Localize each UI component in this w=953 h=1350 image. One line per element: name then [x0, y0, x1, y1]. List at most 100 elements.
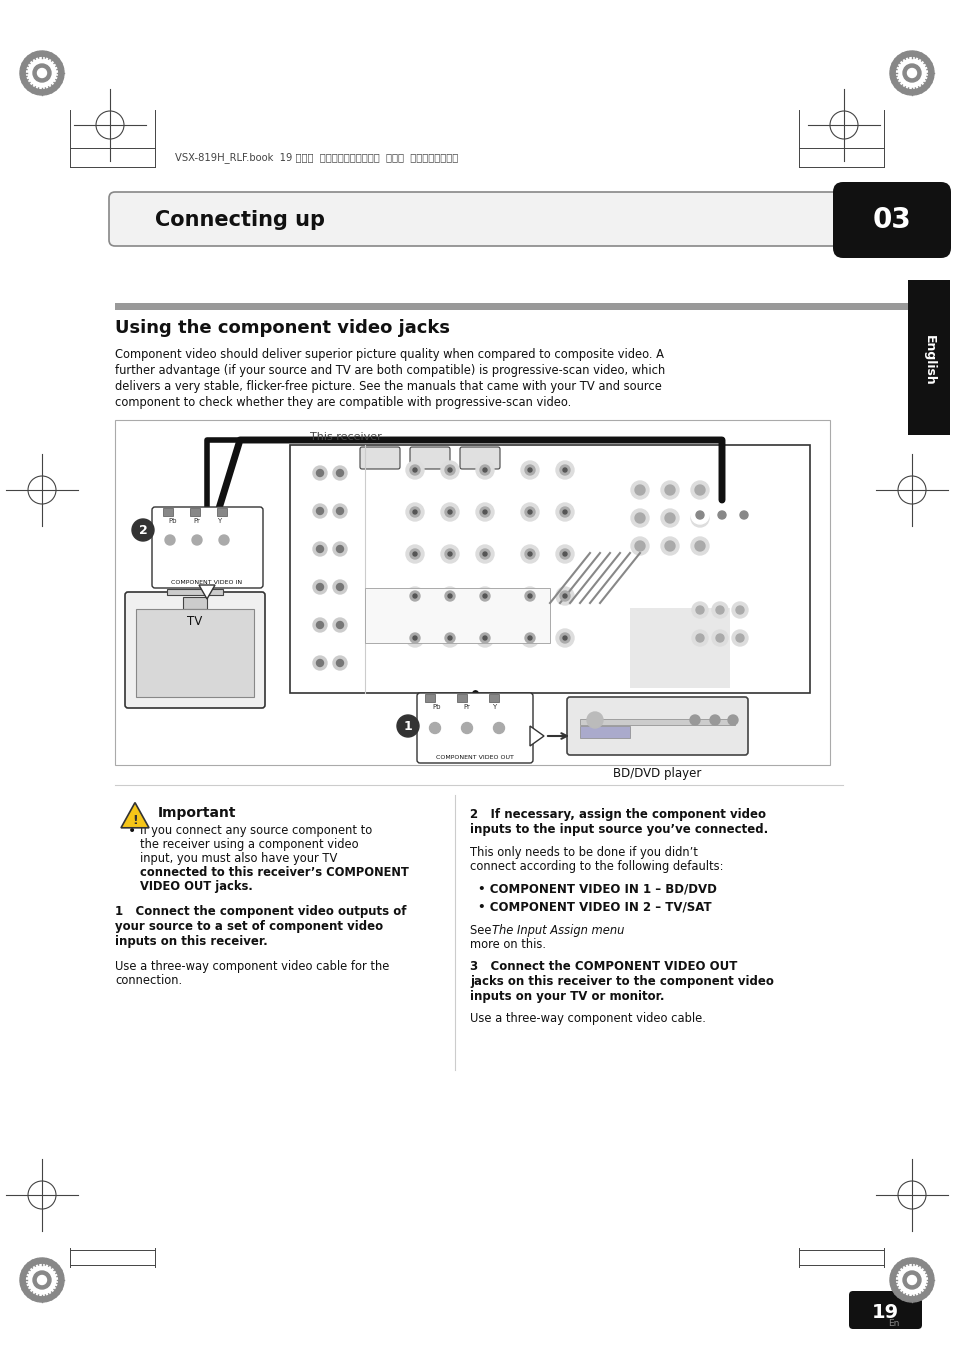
Circle shape — [527, 636, 532, 640]
Text: The Input Assign menu: The Input Assign menu — [492, 923, 623, 937]
Circle shape — [712, 506, 730, 524]
Bar — [579, 720, 734, 725]
Circle shape — [664, 541, 675, 551]
Circle shape — [444, 591, 455, 601]
Text: English: English — [922, 335, 935, 385]
Circle shape — [906, 69, 916, 77]
Circle shape — [740, 512, 747, 518]
Circle shape — [727, 716, 738, 725]
Circle shape — [429, 722, 440, 733]
Circle shape — [410, 508, 419, 517]
Text: •: • — [128, 824, 136, 838]
Circle shape — [718, 512, 725, 518]
Circle shape — [333, 466, 347, 481]
Bar — [579, 726, 629, 738]
Circle shape — [735, 606, 743, 614]
Text: Use a three-way component video cable.: Use a three-way component video cable. — [470, 1012, 705, 1025]
Text: more on this.: more on this. — [470, 938, 545, 950]
Circle shape — [488, 717, 510, 738]
Circle shape — [444, 464, 455, 475]
Text: See: See — [470, 923, 495, 937]
Circle shape — [336, 621, 343, 629]
Bar — [115, 420, 829, 765]
Circle shape — [20, 1258, 64, 1301]
Circle shape — [396, 716, 418, 737]
Circle shape — [160, 531, 180, 549]
Bar — [907, 279, 949, 435]
Circle shape — [165, 535, 174, 545]
Circle shape — [313, 466, 327, 481]
Circle shape — [333, 618, 347, 632]
Text: 19: 19 — [871, 1304, 898, 1323]
Circle shape — [482, 552, 486, 556]
Text: 2: 2 — [138, 524, 147, 536]
Circle shape — [444, 633, 455, 643]
FancyBboxPatch shape — [109, 192, 848, 246]
Circle shape — [413, 510, 416, 514]
Circle shape — [410, 633, 419, 643]
FancyBboxPatch shape — [459, 447, 499, 468]
Circle shape — [336, 583, 343, 590]
Text: 2   If necessary, assign the component video: 2 If necessary, assign the component vid… — [470, 809, 765, 821]
Circle shape — [520, 629, 538, 647]
Circle shape — [493, 722, 504, 733]
FancyBboxPatch shape — [832, 182, 950, 258]
Text: Pr: Pr — [462, 703, 470, 710]
Circle shape — [889, 51, 933, 94]
Circle shape — [664, 513, 675, 522]
Circle shape — [333, 656, 347, 670]
Circle shape — [556, 587, 574, 605]
Text: Using the component video jacks: Using the component video jacks — [115, 319, 450, 338]
Circle shape — [316, 621, 323, 629]
Text: your source to a set of component video: your source to a set of component video — [115, 919, 383, 933]
Circle shape — [336, 545, 343, 552]
Text: jacks on this receiver to the component video: jacks on this receiver to the component … — [470, 975, 773, 988]
Circle shape — [660, 481, 679, 500]
Text: Pb: Pb — [432, 703, 440, 710]
Text: COMPONENT VIDEO OUT: COMPONENT VIDEO OUT — [436, 755, 514, 760]
Circle shape — [690, 537, 708, 555]
Circle shape — [479, 549, 490, 559]
FancyBboxPatch shape — [416, 693, 533, 763]
Circle shape — [630, 481, 648, 500]
Circle shape — [696, 606, 703, 614]
Text: Connecting up: Connecting up — [154, 211, 325, 230]
Circle shape — [187, 531, 207, 549]
Circle shape — [479, 508, 490, 517]
Circle shape — [716, 606, 723, 614]
Circle shape — [711, 630, 727, 647]
Circle shape — [192, 535, 202, 545]
Text: input, you must also have your TV: input, you must also have your TV — [140, 852, 337, 865]
Text: If you connect any source component to: If you connect any source component to — [140, 824, 372, 837]
Circle shape — [562, 510, 566, 514]
Circle shape — [413, 636, 416, 640]
Circle shape — [695, 513, 704, 522]
Circle shape — [406, 545, 423, 563]
Circle shape — [731, 630, 747, 647]
Circle shape — [734, 506, 752, 524]
Bar — [190, 508, 200, 516]
Circle shape — [630, 537, 648, 555]
Circle shape — [482, 510, 486, 514]
Circle shape — [689, 716, 700, 725]
Circle shape — [313, 656, 327, 670]
Circle shape — [906, 1276, 916, 1284]
Polygon shape — [121, 803, 149, 828]
Circle shape — [448, 468, 452, 472]
Circle shape — [556, 629, 574, 647]
Circle shape — [33, 63, 51, 82]
Circle shape — [524, 464, 535, 475]
Text: delivers a very stable, flicker-free picture. See the manuals that came with you: delivers a very stable, flicker-free pic… — [115, 379, 661, 393]
Circle shape — [527, 468, 532, 472]
Circle shape — [413, 468, 416, 472]
Circle shape — [406, 504, 423, 521]
Circle shape — [711, 602, 727, 618]
Circle shape — [444, 549, 455, 559]
Circle shape — [313, 541, 327, 556]
Circle shape — [410, 591, 419, 601]
Circle shape — [410, 549, 419, 559]
Circle shape — [219, 535, 229, 545]
Circle shape — [660, 537, 679, 555]
Circle shape — [524, 633, 535, 643]
Circle shape — [520, 460, 538, 479]
